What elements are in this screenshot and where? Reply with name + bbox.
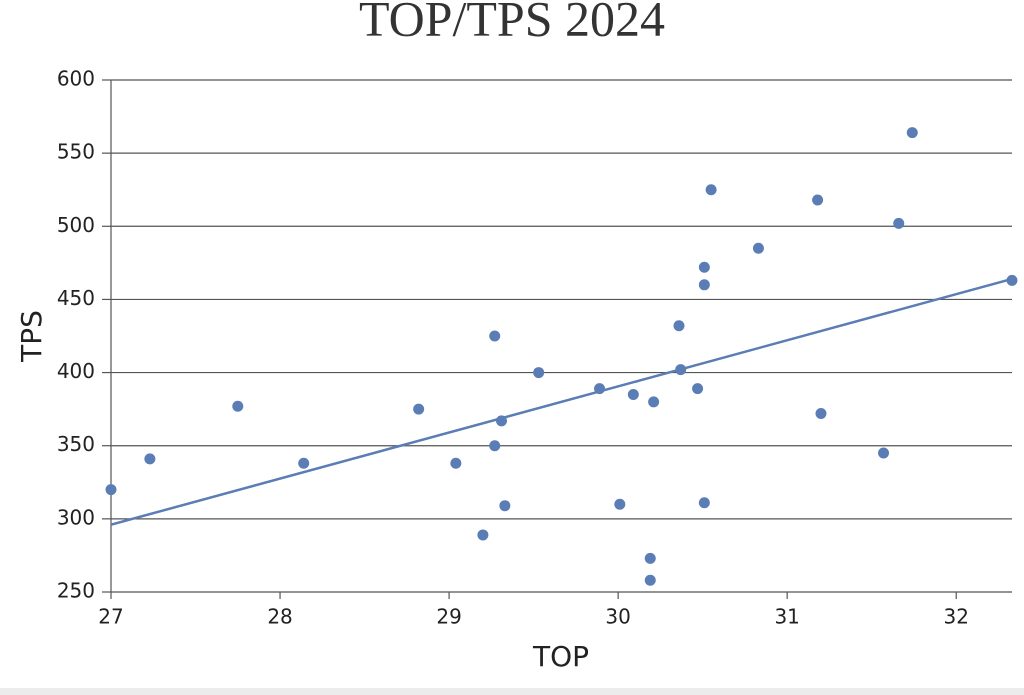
- point: [893, 217, 905, 229]
- point: [698, 497, 710, 509]
- x-tick-label: 32: [943, 605, 968, 629]
- point: [489, 440, 501, 452]
- y-axis-label: TPS: [15, 310, 48, 363]
- point: [1006, 274, 1018, 286]
- chart-title: TOP/TPS 2024: [359, 0, 665, 46]
- y-tick-label: 250: [57, 579, 95, 603]
- y-tick-label: 300: [57, 505, 95, 529]
- trend-line: [110, 277, 1013, 526]
- point: [698, 261, 710, 273]
- point: [698, 279, 710, 291]
- y-tick-label: 500: [57, 213, 95, 237]
- point: [752, 242, 764, 254]
- y-tick-label: 350: [57, 432, 95, 456]
- point: [477, 529, 489, 541]
- y-tick-label: 450: [57, 286, 95, 310]
- point: [673, 320, 685, 332]
- point: [692, 383, 704, 395]
- bottom-strip: [0, 688, 1024, 695]
- point: [489, 330, 501, 342]
- point: [627, 389, 639, 401]
- point: [644, 552, 656, 564]
- point: [648, 396, 660, 408]
- x-axis-label: TOP: [532, 640, 589, 673]
- point: [815, 408, 827, 420]
- point: [298, 457, 310, 469]
- point: [705, 184, 717, 196]
- point: [533, 367, 545, 379]
- x-tick-label: 30: [605, 605, 630, 629]
- y-tick-label: 400: [57, 359, 95, 383]
- point: [906, 127, 918, 139]
- x-tick-label: 28: [267, 605, 292, 629]
- point: [644, 574, 656, 586]
- point: [105, 484, 117, 496]
- point: [878, 447, 890, 459]
- point: [812, 194, 824, 206]
- x-tick-label: 27: [98, 605, 123, 629]
- point: [450, 457, 462, 469]
- point: [413, 403, 425, 415]
- x-tick-label: 29: [436, 605, 461, 629]
- y-tick-label: 600: [57, 67, 95, 91]
- point: [232, 400, 244, 412]
- point: [499, 500, 511, 512]
- point: [144, 453, 156, 465]
- x-tick-label: 31: [774, 605, 799, 629]
- y-tick-label: 550: [57, 140, 95, 164]
- point: [614, 498, 626, 510]
